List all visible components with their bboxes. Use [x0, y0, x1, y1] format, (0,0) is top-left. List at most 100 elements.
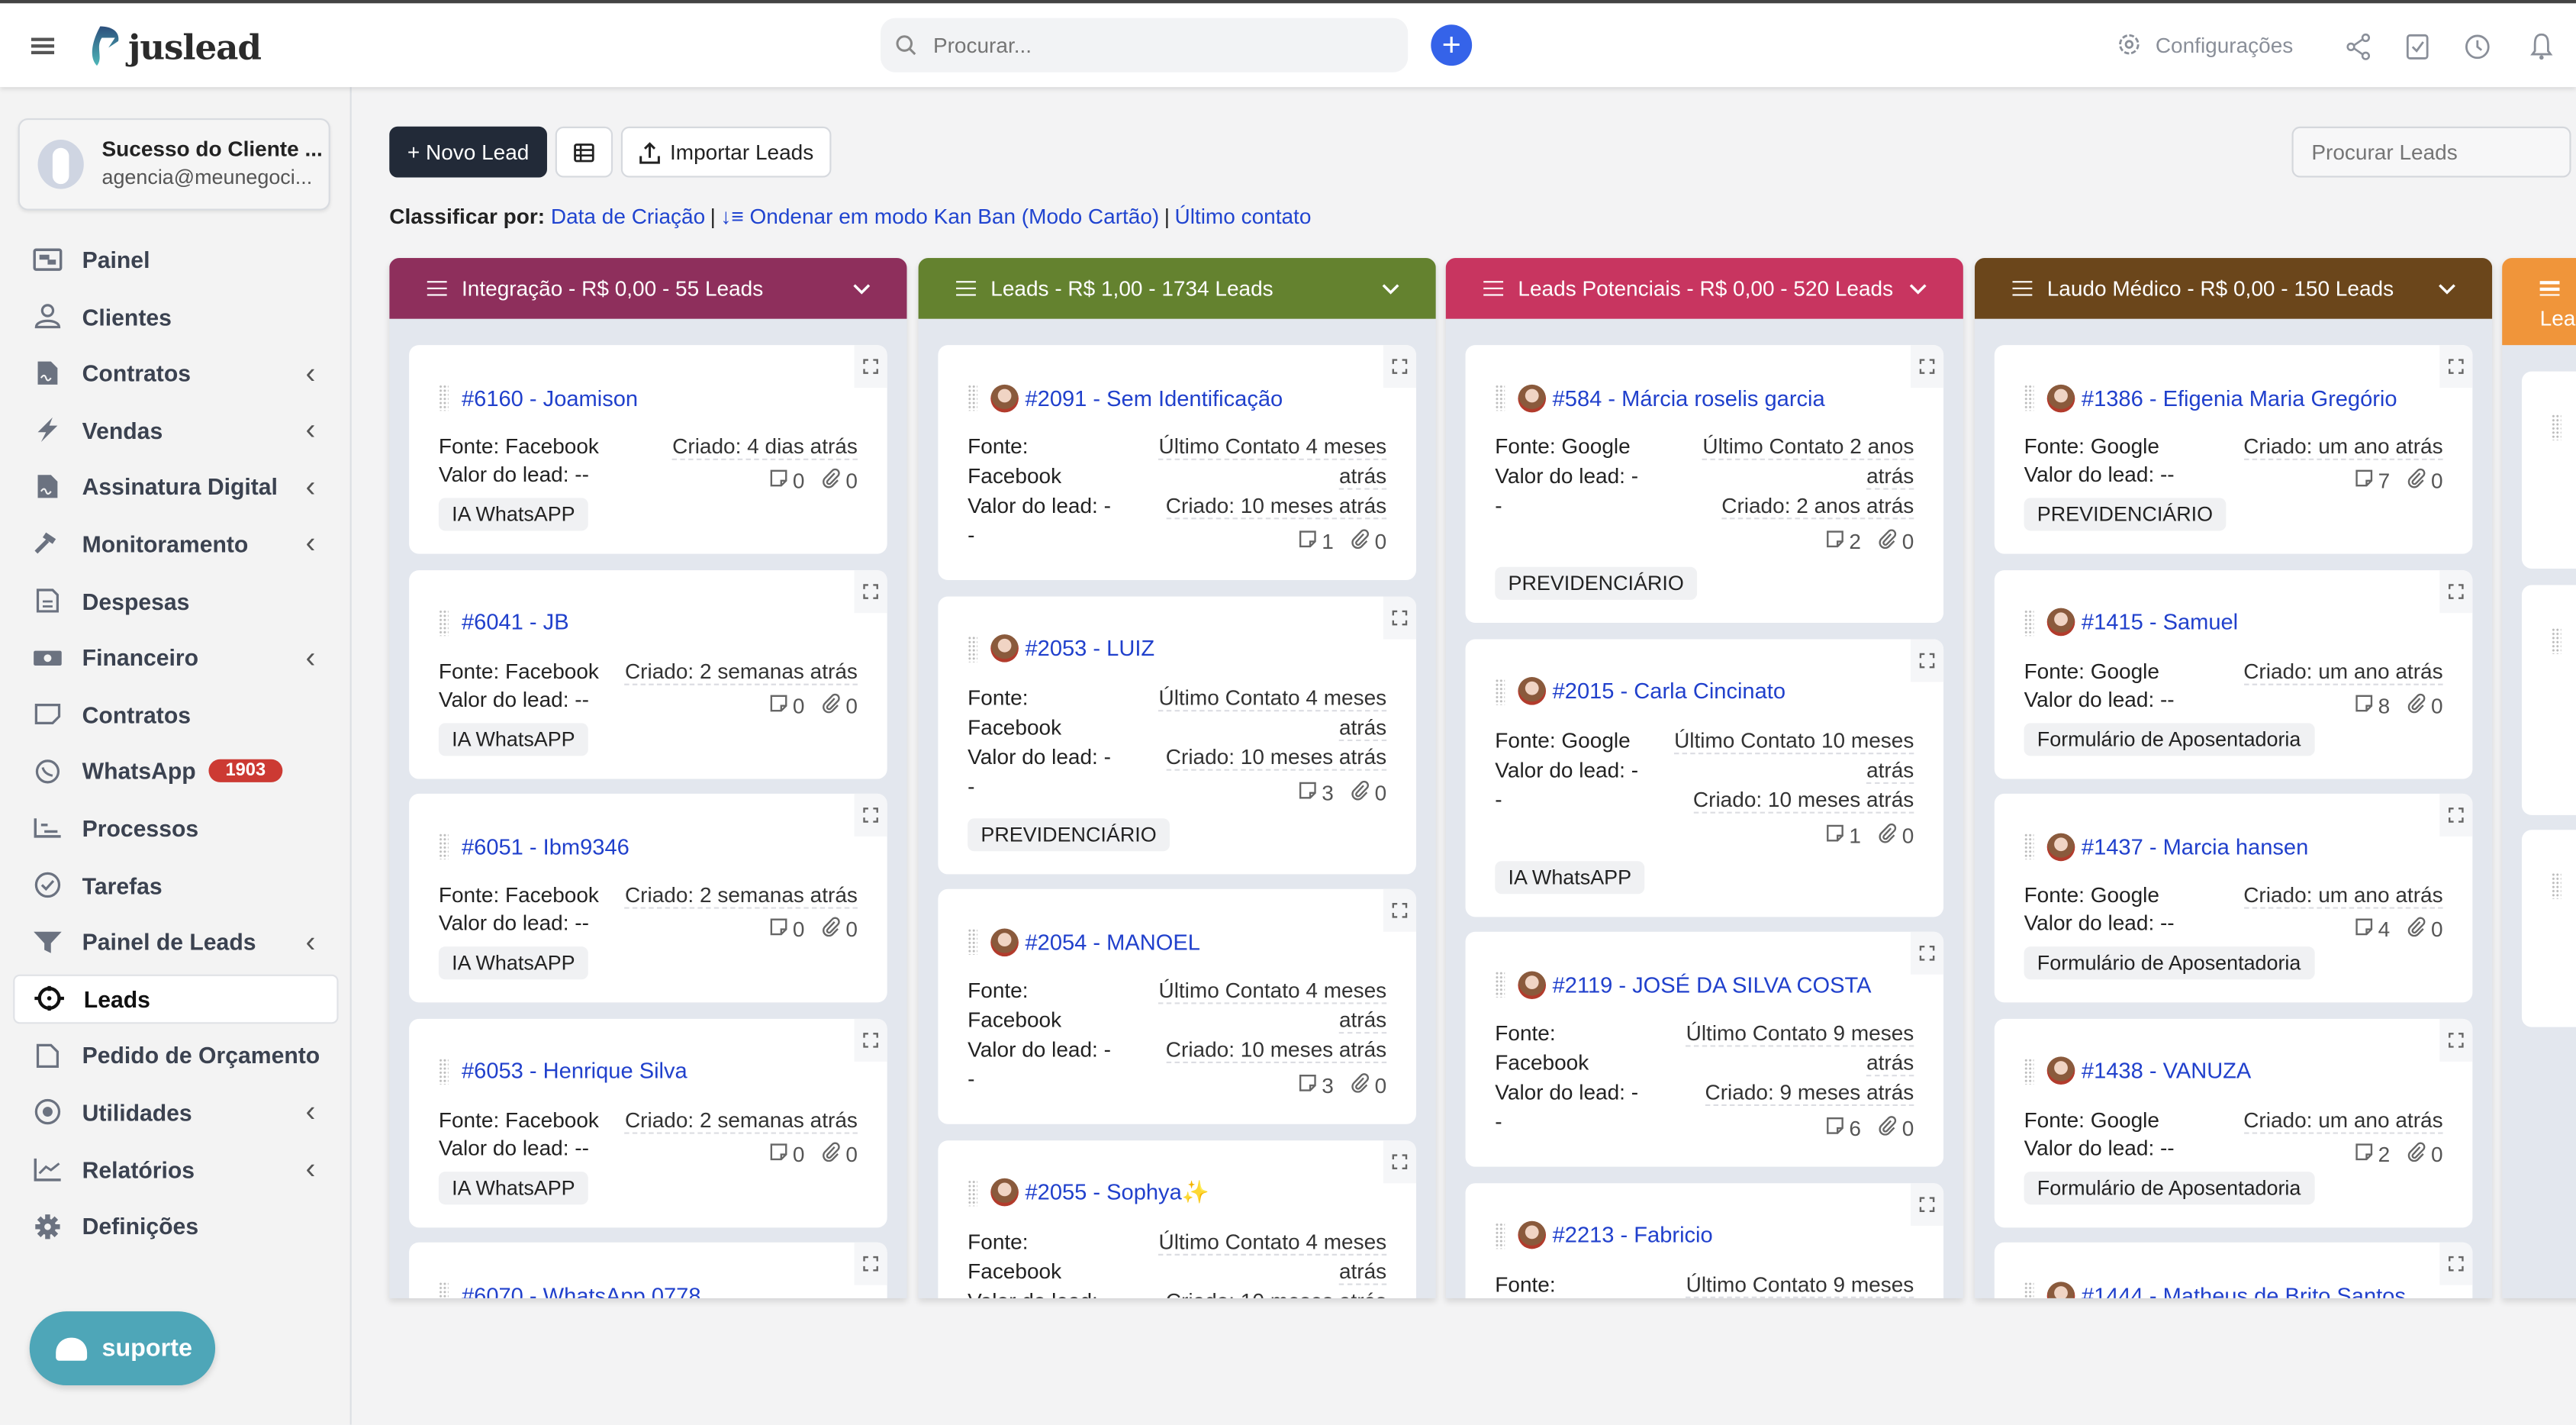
tag-chip[interactable]: IA WhatsAPP [438, 498, 588, 531]
sidebar-item-painel-de-leads[interactable]: Painel de Leads ‹ [13, 917, 338, 967]
lead-title-link[interactable]: #584 - Márcia roselis garcia [1552, 385, 1825, 411]
column-header[interactable]: Integração - R$ 0,00 - 55 Leads [389, 258, 907, 319]
sidebar-item-utilidades[interactable]: Utilidades ‹ [13, 1088, 338, 1137]
sidebar-item-despesas[interactable]: Despesas [13, 576, 338, 626]
drag-handle-icon[interactable] [438, 384, 449, 411]
tag-chip[interactable]: IA WhatsAPP [438, 722, 588, 756]
expand-icon[interactable] [1383, 345, 1416, 388]
sort-by-last-contact-link[interactable]: Último contato [1174, 203, 1312, 229]
drag-handle-icon[interactable] [2024, 1057, 2034, 1084]
tag-chip[interactable]: PREVIDENCIÁRIO [2024, 498, 2227, 531]
lead-card[interactable]: #6041 - JB Fonte: Facebook Valor do lead: … [409, 569, 887, 779]
new-lead-button[interactable]: + Novo Lead [389, 126, 547, 178]
tag-chip[interactable]: Formulário de Aposentadoria [2024, 722, 2314, 756]
kanban-mode-link[interactable]: ↓≡ Ondenar em modo Kan Ban (Modo Cartão) [720, 204, 1159, 228]
hamburger-menu-icon[interactable] [31, 34, 55, 58]
drag-handle-icon[interactable] [438, 608, 449, 636]
expand-icon[interactable] [1911, 1182, 1944, 1226]
expand-icon[interactable] [2439, 793, 2473, 837]
drag-handle-icon[interactable] [1495, 678, 1505, 704]
drag-handle-icon[interactable] [1495, 384, 1505, 411]
lead-title-link[interactable]: #2053 - LUIZ [1025, 636, 1155, 661]
sidebar-item-clientes[interactable]: Clientes [13, 292, 338, 341]
drag-handle-icon[interactable] [438, 1057, 449, 1084]
sidebar-item-whatsapp[interactable]: WhatsApp 1903 [13, 746, 338, 796]
user-card[interactable]: Sucesso do Cliente ... agencia@meunegoci… [18, 118, 330, 211]
drag-handle-icon[interactable] [438, 1282, 449, 1298]
tag-chip[interactable]: PREVIDENCIÁRIO [968, 817, 1170, 851]
lead-card[interactable]: #1438 - VANUZA Fonte: Google Valor do lead… [1994, 1017, 2473, 1227]
lead-card[interactable] [2521, 371, 2576, 569]
drag-handle-icon[interactable] [968, 928, 978, 955]
lead-title-link[interactable]: #2091 - Sem Identificação [1025, 385, 1283, 411]
import-leads-button[interactable]: Importar Leads [620, 126, 832, 178]
expand-icon[interactable] [1383, 1140, 1416, 1183]
expand-icon[interactable] [2439, 345, 2473, 388]
expand-icon[interactable] [1383, 595, 1416, 639]
sidebar-item-definicoes[interactable]: Definições [13, 1201, 338, 1251]
share-icon[interactable] [2346, 33, 2371, 61]
bell-icon[interactable] [2530, 31, 2553, 61]
lead-card[interactable]: #584 - Márcia roselis garcia Fonte: Googl… [1465, 345, 1944, 624]
drag-handle-icon[interactable] [2024, 1282, 2034, 1298]
chevron-down-icon[interactable] [2438, 276, 2456, 301]
settings-button[interactable]: Configurações [2116, 31, 2293, 57]
column-header[interactable]: Leads - R$ 1,00 - 1734 Leads [918, 258, 1436, 319]
sidebar-item-contratos[interactable]: Contratos [13, 690, 338, 740]
task-check-icon[interactable] [2405, 33, 2429, 61]
lead-title-link[interactable]: #2055 - Sophya✨ [1025, 1178, 1209, 1204]
sidebar-item-relatorios[interactable]: Relatórios ‹ [13, 1145, 338, 1194]
expand-icon[interactable] [1911, 931, 1944, 975]
chevron-left-icon[interactable]: ‹ [305, 469, 316, 503]
drag-handle-icon[interactable] [2024, 608, 2034, 636]
lead-card[interactable]: #1444 - Matheus de Brito Santos [1994, 1242, 2473, 1298]
lead-card[interactable]: #1386 - Efigenia Maria Gregório Fonte: Go… [1994, 345, 2473, 554]
expand-icon[interactable] [1383, 888, 1416, 932]
tag-chip[interactable]: IA WhatsAPP [1495, 860, 1645, 894]
sidebar-item-monitoramento[interactable]: Monitoramento ‹ [13, 519, 338, 569]
lead-title-link[interactable]: #1437 - Marcia hansen [2081, 833, 2309, 859]
chevron-left-icon[interactable]: ‹ [305, 1152, 316, 1185]
sidebar-item-processos[interactable]: Processos [13, 804, 338, 853]
drag-handle-icon[interactable] [1495, 971, 1505, 998]
expand-icon[interactable] [854, 345, 887, 388]
lead-card[interactable]: #2055 - Sophya✨ Fonte: Facebook Valor do l… [938, 1140, 1416, 1298]
drag-handle-icon[interactable] [2551, 872, 2562, 899]
expand-icon[interactable] [1911, 345, 1944, 388]
drag-handle-icon[interactable] [968, 1178, 978, 1206]
expand-icon[interactable] [2439, 1017, 2473, 1061]
lead-card[interactable]: #2119 - JOSÉ DA SILVA COSTA Fonte: Facebo… [1465, 931, 1944, 1167]
lead-title-link[interactable]: #2119 - JOSÉ DA SILVA COSTA [1552, 972, 1872, 997]
tag-chip[interactable]: Formulário de Aposentadoria [2024, 1171, 2314, 1204]
lead-title-link[interactable]: #2054 - MANOEL [1025, 929, 1200, 954]
lead-title-link[interactable]: #1438 - VANUZA [2081, 1058, 2252, 1083]
tag-chip[interactable]: PREVIDENCIÁRIO [1495, 566, 1698, 600]
global-search[interactable] [881, 18, 1409, 73]
sidebar-item-pedido-de-orcamento[interactable]: Pedido de Orçamento [13, 1031, 338, 1081]
lead-card[interactable]: #1415 - Samuel Fonte: Google Valor do lead… [1994, 569, 2473, 779]
lead-title-link[interactable]: #1415 - Samuel [2081, 609, 2239, 635]
chevron-down-icon[interactable] [1382, 276, 1400, 301]
lead-card[interactable] [2521, 584, 2576, 814]
chevron-left-icon[interactable]: ‹ [305, 640, 316, 674]
lead-card[interactable]: #6053 - Henrique Silva Fonte: Facebook Val… [409, 1017, 887, 1227]
lead-card[interactable]: #1437 - Marcia hansen Fonte: Google Valor … [1994, 793, 2473, 1003]
lead-title-link[interactable]: #2213 - Fabricio [1552, 1222, 1713, 1248]
chevron-left-icon[interactable]: ‹ [305, 413, 316, 447]
chevron-left-icon[interactable]: ‹ [305, 924, 316, 958]
lead-title-link[interactable]: #6160 - Joamison [462, 385, 639, 411]
expand-icon[interactable] [2439, 569, 2473, 613]
sidebar-item-painel[interactable]: Painel [13, 235, 338, 285]
chevron-down-icon[interactable] [1909, 276, 1927, 301]
column-header[interactable]: Lea [2502, 258, 2576, 346]
lead-card[interactable]: #6051 - Ibm9346 Fonte: Facebook Valor do l… [409, 793, 887, 1003]
drag-handle-icon[interactable] [2024, 833, 2034, 860]
tag-chip[interactable]: Formulário de Aposentadoria [2024, 946, 2314, 980]
table-view-button[interactable] [555, 126, 613, 178]
lead-title-link[interactable]: #6041 - JB [462, 609, 569, 635]
drag-handle-icon[interactable] [2024, 384, 2034, 411]
sidebar-item-contratos[interactable]: Contratos ‹ [13, 349, 338, 398]
search-leads-input[interactable] [2291, 126, 2571, 178]
logo[interactable]: juslead [87, 24, 262, 67]
